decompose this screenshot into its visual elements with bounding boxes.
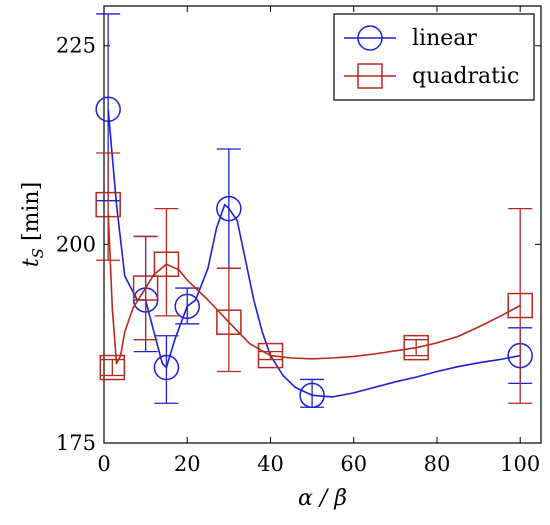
legend-marker-square: [357, 63, 383, 89]
data-point-square: [95, 191, 121, 218]
plot-frame: [103, 5, 542, 444]
legend-item-linear: linear: [344, 25, 477, 51]
x-tick-label: 100: [500, 452, 540, 476]
data-point-circle: [299, 382, 325, 409]
series-layer: [95, 13, 533, 409]
series-quadratic: [95, 152, 533, 404]
x-tick-label: 60: [340, 452, 367, 476]
data-point-square: [153, 251, 180, 277]
data-point-circle: [153, 354, 180, 381]
axis-ticks: 0 20 40 60 80 100 175 200 225: [56, 6, 541, 476]
data-point-square: [507, 292, 533, 319]
y-tick-label: 175: [56, 431, 96, 455]
legend-item-quadratic: quadratic: [344, 63, 519, 89]
y-axis-label: tS [min]: [19, 182, 47, 267]
y-axis-label-sub: S: [29, 248, 47, 258]
y-axis-label-main: t: [19, 258, 44, 267]
data-point-square: [403, 334, 429, 361]
legend-box: [333, 13, 535, 101]
y-axis-label-unit: [min]: [19, 182, 44, 248]
series-line-linear: [107, 109, 521, 398]
data-point-square: [99, 354, 126, 381]
x-tick-label: 0: [97, 452, 110, 476]
legend-marker-circle: [357, 25, 383, 51]
y-tick-label: 225: [56, 34, 96, 58]
data-point-circle: [216, 195, 242, 222]
data-point-square: [216, 309, 242, 335]
x-axis-label: α / β: [298, 486, 347, 511]
legend-label: quadratic: [412, 64, 519, 89]
legend-label: linear: [412, 26, 477, 51]
series-line-quadratic: [107, 212, 521, 365]
x-tick-label: 80: [424, 452, 451, 476]
x-tick-label: 40: [257, 452, 284, 476]
data-point-square: [257, 342, 284, 369]
plot-area: [103, 5, 542, 444]
data-point-circle: [95, 96, 121, 123]
legend: linear quadratic: [333, 13, 535, 101]
data-point-square: [132, 275, 159, 301]
x-tick-label: 20: [174, 452, 201, 476]
data-point-circle: [174, 293, 200, 320]
y-tick-label: 200: [56, 232, 96, 256]
